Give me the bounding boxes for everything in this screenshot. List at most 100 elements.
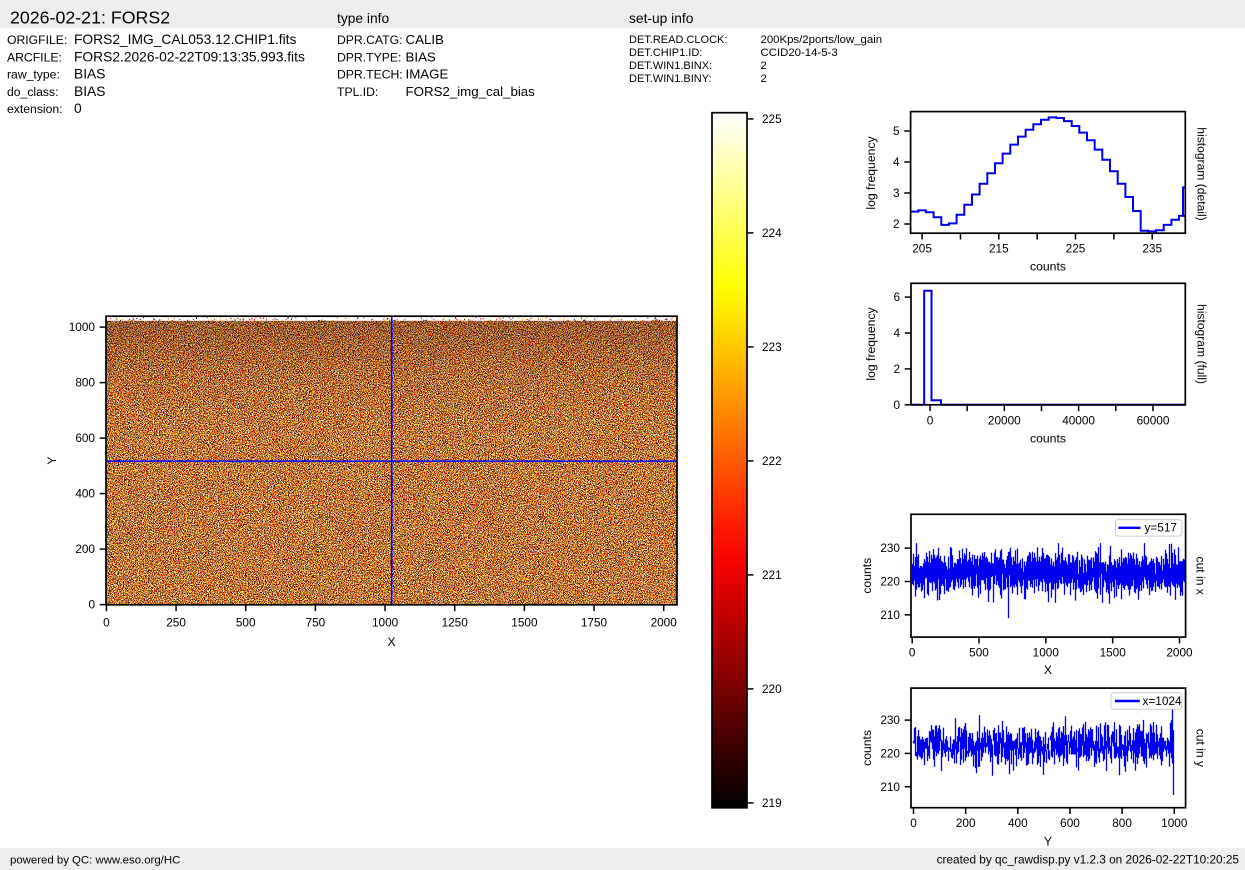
svg-text:FORS2.2026-02-22T09:13:35.993.: FORS2.2026-02-22T09:13:35.993.fits bbox=[74, 49, 305, 64]
svg-text:Y: Y bbox=[45, 456, 59, 464]
svg-text:0: 0 bbox=[893, 398, 900, 412]
svg-text:215: 215 bbox=[989, 242, 1009, 256]
svg-text:230: 230 bbox=[880, 541, 900, 555]
svg-text:DET.CHIP1.ID:: DET.CHIP1.ID: bbox=[629, 47, 702, 59]
svg-text:CALIB: CALIB bbox=[406, 32, 445, 47]
svg-text:IMAGE: IMAGE bbox=[406, 67, 449, 82]
svg-text:2: 2 bbox=[893, 217, 900, 231]
svg-text:1500: 1500 bbox=[511, 616, 538, 630]
svg-text:DPR.CATG:: DPR.CATG: bbox=[337, 33, 402, 47]
svg-text:do_class:: do_class: bbox=[7, 85, 59, 99]
svg-text:5: 5 bbox=[893, 124, 900, 138]
svg-text:created by qc_rawdisp.py v1.2.: created by qc_rawdisp.py v1.2.3 on 2026-… bbox=[937, 853, 1240, 867]
svg-text:250: 250 bbox=[166, 616, 186, 630]
svg-text:BIAS: BIAS bbox=[74, 84, 105, 99]
svg-text:1500: 1500 bbox=[1100, 645, 1127, 659]
svg-text:60000: 60000 bbox=[1137, 413, 1170, 427]
svg-text:2026-02-21: FORS2: 2026-02-21: FORS2 bbox=[10, 8, 170, 28]
svg-text:230: 230 bbox=[880, 713, 900, 727]
svg-text:6: 6 bbox=[893, 290, 900, 304]
svg-text:1750: 1750 bbox=[581, 616, 608, 630]
svg-text:log frequency: log frequency bbox=[864, 136, 878, 210]
svg-text:200: 200 bbox=[75, 542, 95, 556]
svg-text:y=517: y=517 bbox=[1145, 521, 1177, 535]
svg-text:FORS2_IMG_CAL053.12.CHIP1.fits: FORS2_IMG_CAL053.12.CHIP1.fits bbox=[74, 32, 296, 47]
svg-text:X: X bbox=[387, 635, 395, 649]
svg-text:2: 2 bbox=[893, 362, 900, 376]
svg-text:600: 600 bbox=[1060, 816, 1080, 830]
svg-text:0: 0 bbox=[103, 616, 110, 630]
svg-text:ORIGFILE:: ORIGFILE: bbox=[7, 33, 67, 47]
svg-text:400: 400 bbox=[1008, 816, 1028, 830]
svg-text:220: 220 bbox=[880, 747, 900, 761]
svg-text:BIAS: BIAS bbox=[406, 49, 436, 64]
svg-text:1000: 1000 bbox=[69, 320, 96, 334]
svg-text:1000: 1000 bbox=[1033, 645, 1060, 659]
svg-text:205: 205 bbox=[912, 242, 932, 256]
svg-text:800: 800 bbox=[1112, 816, 1132, 830]
svg-text:1250: 1250 bbox=[442, 616, 469, 630]
svg-text:219: 219 bbox=[762, 796, 782, 810]
svg-text:222: 222 bbox=[762, 454, 782, 468]
svg-text:counts: counts bbox=[860, 730, 874, 766]
svg-text:210: 210 bbox=[880, 608, 900, 622]
svg-text:DET.WIN1.BINX:: DET.WIN1.BINX: bbox=[629, 60, 712, 72]
svg-text:220: 220 bbox=[762, 682, 782, 696]
svg-text:3: 3 bbox=[893, 186, 900, 200]
svg-text:200: 200 bbox=[956, 816, 976, 830]
svg-text:counts: counts bbox=[1030, 431, 1066, 445]
svg-text:log frequency: log frequency bbox=[864, 307, 878, 381]
svg-text:histogram (detail): histogram (detail) bbox=[1195, 127, 1209, 220]
svg-text:2: 2 bbox=[761, 60, 767, 72]
svg-text:x=1024: x=1024 bbox=[1143, 694, 1182, 708]
svg-text:counts: counts bbox=[1030, 260, 1066, 274]
svg-text:2000: 2000 bbox=[1166, 645, 1193, 659]
svg-text:2000: 2000 bbox=[651, 616, 678, 630]
svg-text:type info: type info bbox=[337, 11, 389, 26]
svg-text:210: 210 bbox=[880, 780, 900, 794]
svg-text:225: 225 bbox=[1066, 242, 1086, 256]
svg-text:600: 600 bbox=[75, 431, 95, 445]
svg-text:500: 500 bbox=[236, 616, 256, 630]
svg-text:500: 500 bbox=[969, 645, 989, 659]
svg-text:224: 224 bbox=[762, 226, 782, 240]
svg-text:Y: Y bbox=[1044, 835, 1052, 849]
svg-text:220: 220 bbox=[880, 575, 900, 589]
svg-text:X: X bbox=[1044, 663, 1052, 677]
svg-text:0: 0 bbox=[910, 816, 917, 830]
svg-text:counts: counts bbox=[860, 558, 874, 594]
svg-text:0: 0 bbox=[909, 645, 916, 659]
svg-text:BIAS: BIAS bbox=[74, 67, 105, 82]
svg-text:DET.READ.CLOCK:: DET.READ.CLOCK: bbox=[629, 34, 727, 46]
svg-text:0: 0 bbox=[74, 101, 82, 116]
svg-text:DET.WIN1.BINY:: DET.WIN1.BINY: bbox=[629, 73, 712, 85]
svg-text:FORS2_img_cal_bias: FORS2_img_cal_bias bbox=[406, 84, 536, 99]
svg-text:4: 4 bbox=[893, 326, 900, 340]
svg-text:750: 750 bbox=[306, 616, 326, 630]
svg-text:40000: 40000 bbox=[1062, 413, 1095, 427]
svg-text:set-up info: set-up info bbox=[629, 11, 694, 26]
svg-text:cut in x: cut in x bbox=[1194, 557, 1208, 595]
svg-text:ARCFILE:: ARCFILE: bbox=[7, 50, 62, 64]
svg-text:DPR.TYPE:: DPR.TYPE: bbox=[337, 50, 401, 64]
svg-text:0: 0 bbox=[88, 598, 95, 612]
svg-text:raw_type:: raw_type: bbox=[7, 68, 60, 82]
svg-text:235: 235 bbox=[1142, 242, 1162, 256]
svg-text:200Kps/2ports/low_gain: 200Kps/2ports/low_gain bbox=[761, 34, 883, 46]
svg-text:powered by QC: www.eso.org/HC: powered by QC: www.eso.org/HC bbox=[10, 855, 180, 867]
svg-text:1000: 1000 bbox=[1161, 816, 1188, 830]
svg-text:1000: 1000 bbox=[372, 616, 399, 630]
svg-text:20000: 20000 bbox=[988, 413, 1021, 427]
svg-text:histogram (full): histogram (full) bbox=[1195, 304, 1209, 384]
svg-text:800: 800 bbox=[75, 376, 95, 390]
svg-text:221: 221 bbox=[762, 568, 782, 582]
svg-text:4: 4 bbox=[893, 155, 900, 169]
svg-text:0: 0 bbox=[927, 413, 934, 427]
svg-text:223: 223 bbox=[762, 340, 782, 354]
svg-text:extension:: extension: bbox=[7, 102, 63, 116]
svg-text:CCID20-14-5-3: CCID20-14-5-3 bbox=[761, 47, 838, 59]
svg-text:225: 225 bbox=[762, 112, 782, 126]
svg-text:2: 2 bbox=[761, 73, 767, 85]
svg-text:cut in y: cut in y bbox=[1194, 729, 1208, 768]
svg-text:400: 400 bbox=[75, 487, 95, 501]
